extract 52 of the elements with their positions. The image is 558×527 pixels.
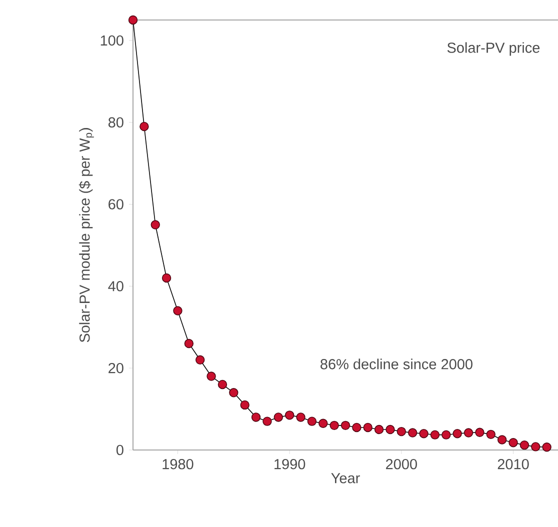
y-tick-label: 0 [116,444,124,456]
point [140,122,149,132]
point [542,442,552,452]
point [386,424,395,434]
point [374,424,384,434]
point [262,416,272,426]
point [520,440,530,450]
point [173,306,182,316]
x-tick-label: 2000 [386,459,417,470]
point [430,430,440,440]
point [408,428,418,438]
point [442,430,451,440]
point [452,429,462,438]
point [196,355,205,364]
x-tick-label: 2010 [498,459,529,470]
point [318,418,328,428]
point [396,426,406,436]
point [330,420,339,430]
point [464,428,474,438]
point [340,420,350,430]
y-tick-label: 40 [108,281,124,292]
point [229,388,238,398]
point [240,400,250,410]
point [274,412,283,422]
point [531,442,540,452]
y-tick-label: 20 [108,362,124,374]
point [508,438,518,448]
y-tick-label: 100 [100,35,124,46]
point [307,416,317,426]
point [218,380,228,390]
y-axis-title: Solar-PV module price ($ per W$_{p}$) [78,128,94,342]
point [486,430,496,440]
x-axis-title: Year [331,473,360,484]
x-tick-label: 1980 [162,459,194,470]
y-tick-label: 80 [108,117,124,128]
annotation: 86% decline since 2000 [320,358,472,370]
annotation: Solar-PV price [447,42,540,56]
point [475,428,484,437]
y-tick-label: 60 [108,199,124,210]
point [150,220,160,230]
point [497,435,507,444]
point [363,422,372,432]
point [419,429,428,438]
point [162,273,172,283]
point [296,412,306,422]
x-tick-label: 1990 [274,459,306,470]
point [128,15,138,25]
point [251,412,261,422]
point [352,422,362,432]
point [206,372,216,381]
point [184,338,194,348]
point [284,410,294,420]
